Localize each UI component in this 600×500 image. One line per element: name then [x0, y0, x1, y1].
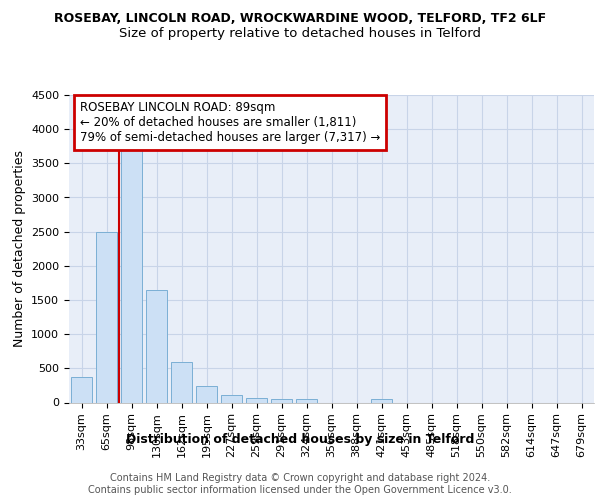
Bar [96, 232, 117, 402]
Text: Size of property relative to detached houses in Telford: Size of property relative to detached ho… [119, 28, 481, 40]
Bar [196, 386, 217, 402]
Bar [296, 400, 317, 402]
Text: ROSEBAY, LINCOLN ROAD, WROCKWARDINE WOOD, TELFORD, TF2 6LF: ROSEBAY, LINCOLN ROAD, WROCKWARDINE WOOD… [54, 12, 546, 26]
Bar [246, 398, 267, 402]
Bar [171, 362, 192, 403]
Bar [71, 377, 92, 402]
Bar [271, 399, 292, 402]
Text: ROSEBAY LINCOLN ROAD: 89sqm
← 20% of detached houses are smaller (1,811)
79% of : ROSEBAY LINCOLN ROAD: 89sqm ← 20% of det… [79, 101, 380, 144]
Bar [146, 290, 167, 403]
Text: Contains HM Land Registry data © Crown copyright and database right 2024.
Contai: Contains HM Land Registry data © Crown c… [88, 474, 512, 495]
Bar [371, 398, 392, 402]
Y-axis label: Number of detached properties: Number of detached properties [13, 150, 26, 347]
Text: Distribution of detached houses by size in Telford: Distribution of detached houses by size … [126, 432, 474, 446]
Bar [221, 395, 242, 402]
Bar [121, 148, 142, 402]
